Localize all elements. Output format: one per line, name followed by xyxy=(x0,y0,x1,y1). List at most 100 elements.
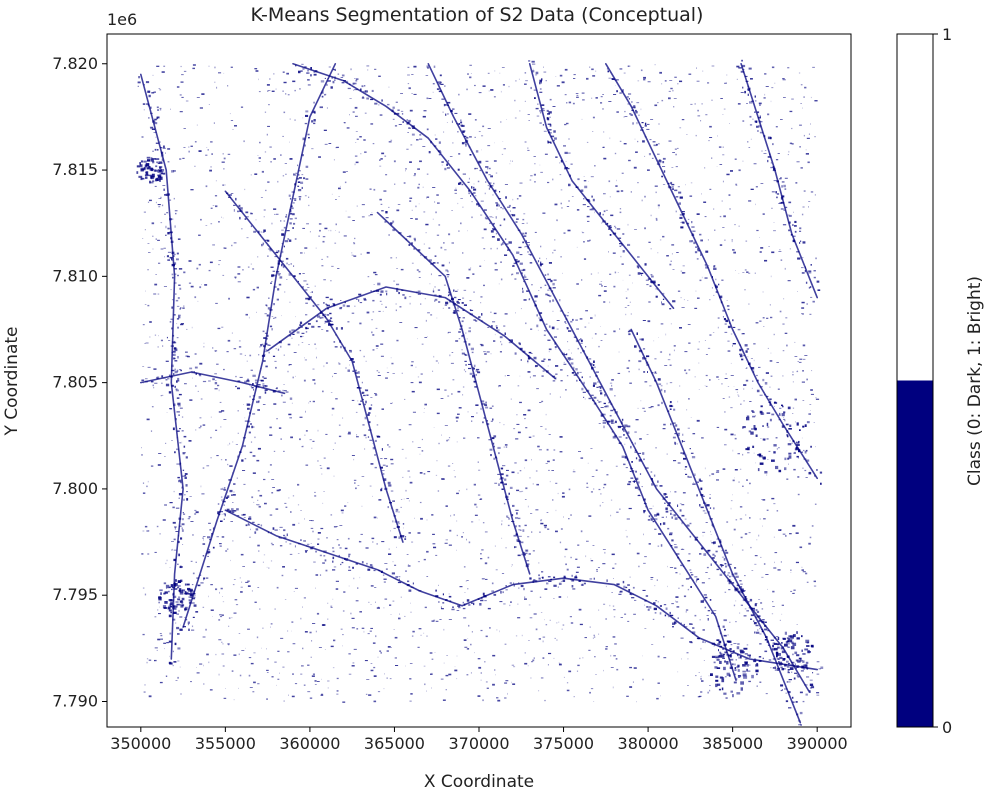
speckle-mark xyxy=(452,379,455,381)
speckle-mark xyxy=(309,439,312,441)
dark-lineament xyxy=(140,73,184,660)
speckle-mark xyxy=(590,448,593,449)
speckle-mark xyxy=(243,517,246,518)
speckle-mark xyxy=(215,653,217,656)
speckle-mark xyxy=(364,660,368,662)
speckle-mark xyxy=(426,690,427,692)
lineament-speckle xyxy=(179,442,182,444)
speckle-mark xyxy=(759,394,763,396)
speckle-mark xyxy=(740,403,742,405)
speckle-mark xyxy=(618,351,620,353)
speckle-mark xyxy=(732,494,733,496)
speckle-mark xyxy=(518,78,520,80)
speckle-mark xyxy=(714,229,716,231)
lineament-speckle xyxy=(704,596,708,599)
lineament-speckle xyxy=(525,232,527,235)
speckle-mark xyxy=(407,74,410,76)
speckle-mark xyxy=(294,587,298,589)
speckle-mark xyxy=(194,353,197,355)
speckle-mark xyxy=(152,384,154,387)
speckle-mark xyxy=(660,323,664,325)
lineament-speckle xyxy=(492,228,495,230)
speckle-mark xyxy=(511,664,515,666)
speckle-mark xyxy=(158,453,162,454)
speckle-mark xyxy=(289,118,291,120)
speckle-mark xyxy=(342,610,345,612)
speckle-mark xyxy=(755,203,756,206)
speckle-mark xyxy=(591,476,595,477)
speckle-mark xyxy=(208,661,210,664)
speckle-mark xyxy=(743,384,747,386)
speckle-mark xyxy=(319,465,322,466)
speckle-mark xyxy=(403,527,404,529)
lineament-speckle xyxy=(605,405,609,408)
speckle-mark xyxy=(309,231,311,233)
speckle-mark xyxy=(517,603,519,605)
speckle-mark xyxy=(549,480,551,483)
lineament-speckle xyxy=(151,128,155,130)
speckle-mark xyxy=(466,648,470,650)
lineament-speckle xyxy=(305,326,308,330)
lineament-speckle xyxy=(176,448,179,451)
speckle-mark xyxy=(507,206,511,208)
speckle-mark xyxy=(262,404,266,405)
lineament-speckle xyxy=(523,276,527,278)
lineament-speckle xyxy=(179,462,181,466)
lineament-speckle xyxy=(451,608,455,611)
speckle-mark xyxy=(223,157,226,160)
lineament-speckle xyxy=(734,669,737,671)
lineament-speckle xyxy=(586,389,590,392)
speckle-mark xyxy=(348,553,351,556)
lineament-speckle xyxy=(179,428,181,430)
speckle-mark xyxy=(480,679,482,681)
lineament-speckle xyxy=(591,367,594,370)
lineament-speckle xyxy=(514,546,516,549)
speckle-mark xyxy=(790,569,792,571)
lineament-speckle xyxy=(449,299,452,302)
speckle-mark xyxy=(388,446,391,448)
speckle-mark xyxy=(146,418,150,421)
lineament-speckle xyxy=(488,174,491,176)
speckle-mark xyxy=(802,107,803,109)
lineament-speckle xyxy=(658,533,662,535)
speckle-mark xyxy=(448,619,452,620)
speckle-mark xyxy=(221,653,225,655)
speckle-mark xyxy=(323,365,325,368)
lineament-speckle xyxy=(193,604,197,607)
speckle-mark xyxy=(615,658,618,660)
speckle-mark xyxy=(684,369,687,372)
speckle-mark xyxy=(144,684,146,686)
lineament-speckle xyxy=(739,655,742,659)
speckle-mark xyxy=(519,491,522,493)
speckle-mark xyxy=(481,549,484,551)
speckle-mark xyxy=(347,433,351,435)
lineament-speckle xyxy=(387,506,389,509)
lineament-speckle xyxy=(326,314,330,316)
lineament-speckle xyxy=(528,356,531,359)
speckle-mark xyxy=(456,655,458,657)
lineament-speckle xyxy=(791,442,793,444)
speckle-mark xyxy=(189,399,193,401)
lineament-speckle xyxy=(703,594,707,596)
speckle-mark xyxy=(365,389,369,392)
lineament-speckle xyxy=(475,374,477,376)
speckle-mark xyxy=(697,297,700,299)
speckle-mark xyxy=(318,647,322,648)
lineament-speckle xyxy=(555,373,558,375)
speckle-mark xyxy=(376,424,379,426)
lineament-speckle xyxy=(277,273,281,275)
lineament-speckle xyxy=(528,298,530,301)
speckle-mark xyxy=(425,232,427,234)
speckle-mark xyxy=(227,85,229,87)
speckle-mark xyxy=(673,544,677,545)
speckle-mark xyxy=(707,691,709,694)
speckle-mark xyxy=(422,115,426,118)
lineament-speckle xyxy=(448,307,451,309)
lineament-speckle xyxy=(510,214,513,216)
speckle-mark xyxy=(733,643,737,644)
speckle-mark xyxy=(332,598,334,600)
speckle-mark xyxy=(576,246,578,248)
speckle-mark xyxy=(152,248,154,250)
speckle-mark xyxy=(581,231,583,233)
lineament-speckle xyxy=(523,235,527,237)
